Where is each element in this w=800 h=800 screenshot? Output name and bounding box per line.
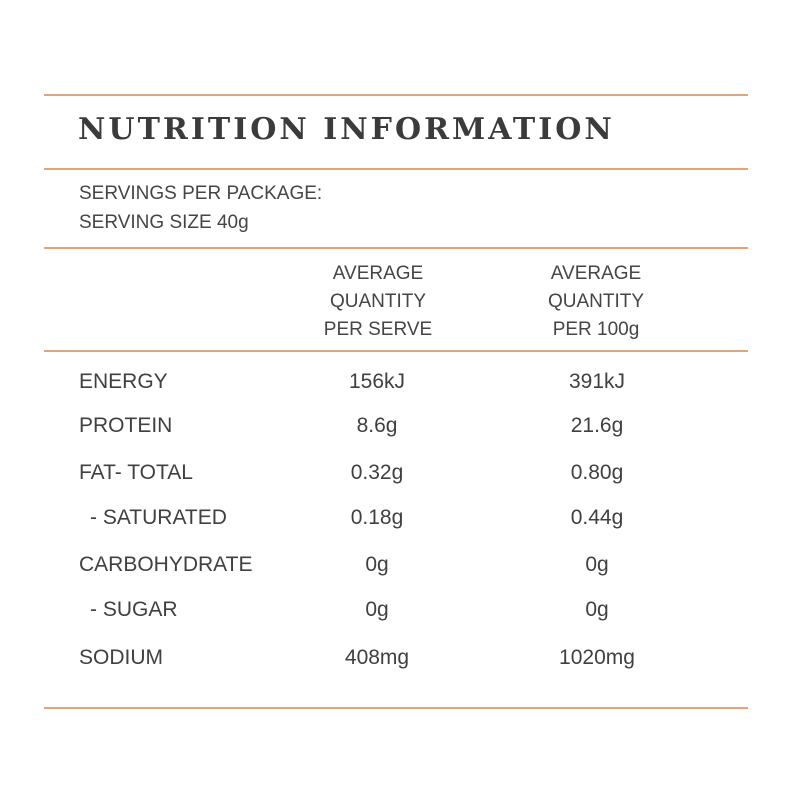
servings-per-package: SERVINGS PER PACKAGE:: [79, 183, 323, 204]
column-header-line: AVERAGE: [550, 263, 642, 284]
servings-divider: [44, 247, 748, 249]
nutrient-label-saturated: - SATURATED: [90, 506, 227, 529]
nutrient-label-energy: ENERGY: [79, 370, 168, 393]
value-per-serve-fat-total: 0.32g: [350, 461, 404, 484]
value-per-100g-protein: 21.6g: [570, 414, 624, 437]
nutrient-label-carbohydrate: CARBOHYDRATE: [79, 553, 253, 576]
column-header-per-100g: AVERAGE QUANTITY PER 100g: [486, 260, 706, 344]
column-header-line: QUANTITY: [329, 291, 427, 312]
column-header-line: AVERAGE: [332, 263, 424, 284]
column-header-line: QUANTITY: [547, 291, 645, 312]
nutrient-label-sodium: SODIUM: [79, 646, 163, 669]
nutrient-label-fat-total: FAT- TOTAL: [79, 461, 193, 484]
bottom-divider: [44, 707, 748, 709]
value-per-serve-saturated: 0.18g: [350, 506, 404, 529]
value-per-serve-carbohydrate: 0g: [365, 553, 389, 576]
value-per-100g-carbohydrate: 0g: [585, 553, 609, 576]
value-per-100g-sodium: 1020mg: [559, 646, 635, 669]
value-per-100g-sugar: 0g: [585, 598, 609, 621]
title-divider: [44, 168, 748, 170]
value-per-100g-saturated: 0.44g: [570, 506, 624, 529]
column-header-line: PER SERVE: [323, 319, 433, 340]
header-divider: [44, 350, 748, 352]
value-per-100g-energy: 391kJ: [568, 370, 626, 393]
value-per-serve-sugar: 0g: [365, 598, 389, 621]
top-divider: [44, 94, 748, 96]
value-per-100g-fat-total: 0.80g: [570, 461, 624, 484]
nutrient-label-protein: PROTEIN: [79, 414, 173, 437]
panel-title: NUTRITION INFORMATION: [78, 112, 615, 147]
serving-size: SERVING SIZE 40g: [79, 212, 249, 233]
column-header-per-serve: AVERAGE QUANTITY PER SERVE: [268, 260, 488, 344]
value-per-serve-energy: 156kJ: [348, 370, 406, 393]
column-header-line: PER 100g: [552, 319, 640, 340]
value-per-serve-protein: 8.6g: [356, 414, 398, 437]
value-per-serve-sodium: 408mg: [344, 646, 410, 669]
nutrient-label-sugar: - SUGAR: [90, 598, 178, 621]
